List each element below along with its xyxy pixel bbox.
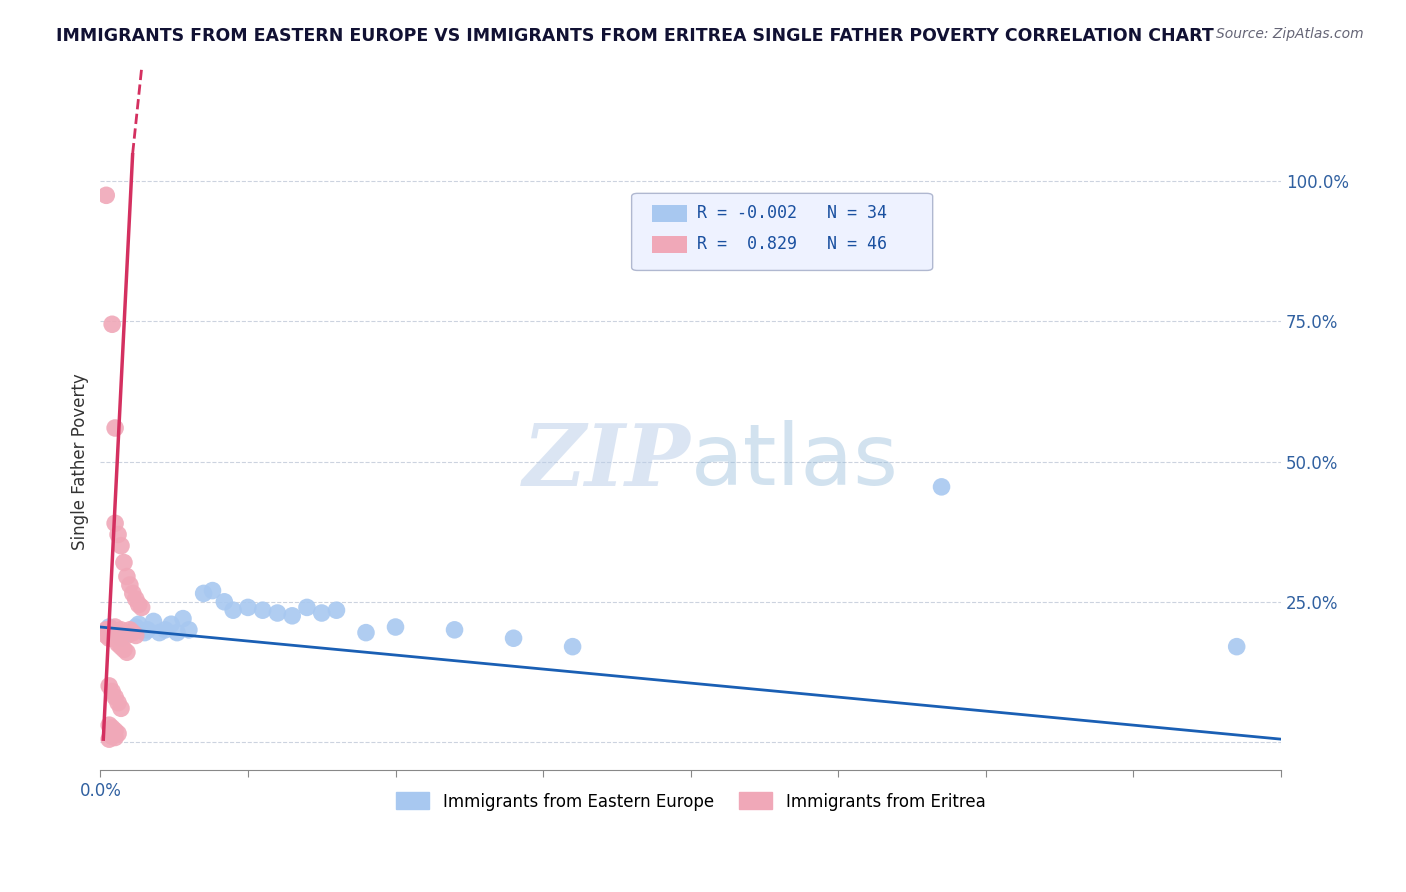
Point: [128, 598, 150, 612]
Point: [110, 632, 132, 646]
Point: [118, 625, 141, 640]
Point: [193, 586, 215, 600]
Point: [104, 516, 127, 531]
Point: [160, 617, 183, 632]
Point: [325, 603, 347, 617]
Point: [96, 188, 118, 202]
Point: [104, 723, 127, 738]
Point: [121, 625, 143, 640]
Point: [96, 628, 118, 642]
Point: [98, 625, 121, 640]
Point: [104, 625, 127, 640]
Point: [236, 600, 259, 615]
Point: [115, 645, 138, 659]
Point: [131, 600, 153, 615]
Point: [125, 592, 148, 607]
FancyBboxPatch shape: [652, 235, 688, 253]
Point: [214, 595, 236, 609]
Point: [311, 606, 333, 620]
Point: [201, 583, 224, 598]
Point: [134, 625, 156, 640]
Point: [110, 640, 132, 654]
Point: [561, 640, 583, 654]
Point: [166, 625, 188, 640]
Point: [155, 623, 177, 637]
Point: [101, 684, 124, 698]
Point: [98, 620, 121, 634]
Point: [142, 615, 165, 629]
Point: [110, 701, 132, 715]
Point: [107, 625, 129, 640]
Point: [96, 623, 118, 637]
Point: [112, 628, 135, 642]
Point: [112, 642, 135, 657]
Point: [118, 623, 141, 637]
Point: [98, 679, 121, 693]
Point: [121, 586, 143, 600]
FancyBboxPatch shape: [652, 205, 688, 222]
Point: [101, 730, 124, 744]
Text: Source: ZipAtlas.com: Source: ZipAtlas.com: [1216, 27, 1364, 41]
Point: [384, 620, 406, 634]
Point: [1226, 640, 1249, 654]
Point: [931, 480, 953, 494]
Point: [104, 421, 127, 435]
Point: [118, 578, 141, 592]
Point: [98, 732, 121, 747]
Point: [148, 625, 170, 640]
Point: [136, 623, 159, 637]
Point: [110, 539, 132, 553]
Point: [115, 569, 138, 583]
Point: [104, 620, 127, 634]
Text: IMMIGRANTS FROM EASTERN EUROPE VS IMMIGRANTS FROM ERITREA SINGLE FATHER POVERTY : IMMIGRANTS FROM EASTERN EUROPE VS IMMIGR…: [56, 27, 1213, 45]
Point: [98, 623, 121, 637]
Point: [98, 718, 121, 732]
Point: [125, 628, 148, 642]
Point: [104, 690, 127, 705]
FancyBboxPatch shape: [631, 194, 932, 270]
Point: [172, 612, 194, 626]
Point: [104, 625, 127, 640]
Point: [112, 556, 135, 570]
Point: [104, 731, 127, 745]
Point: [502, 632, 524, 646]
Text: ZIP: ZIP: [523, 420, 690, 503]
Point: [354, 625, 377, 640]
Point: [125, 620, 148, 634]
Point: [101, 623, 124, 637]
Text: R =  0.829   N = 46: R = 0.829 N = 46: [696, 235, 887, 253]
Y-axis label: Single Father Poverty: Single Father Poverty: [72, 373, 89, 550]
Point: [177, 623, 200, 637]
Point: [107, 637, 129, 651]
Point: [281, 608, 304, 623]
Point: [98, 625, 121, 640]
Point: [107, 726, 129, 740]
Point: [101, 632, 124, 646]
Point: [101, 721, 124, 735]
Point: [128, 617, 150, 632]
Point: [295, 600, 318, 615]
Point: [110, 623, 132, 637]
Point: [222, 603, 245, 617]
Text: R = -0.002   N = 34: R = -0.002 N = 34: [696, 204, 887, 222]
Legend: Immigrants from Eastern Europe, Immigrants from Eritrea: Immigrants from Eastern Europe, Immigran…: [389, 786, 991, 817]
Text: atlas: atlas: [690, 420, 898, 503]
Point: [107, 527, 129, 541]
Point: [112, 625, 135, 640]
Point: [107, 696, 129, 710]
Point: [252, 603, 274, 617]
Point: [101, 318, 124, 332]
Point: [266, 606, 288, 620]
Point: [98, 632, 121, 646]
Point: [115, 628, 138, 642]
Point: [443, 623, 465, 637]
